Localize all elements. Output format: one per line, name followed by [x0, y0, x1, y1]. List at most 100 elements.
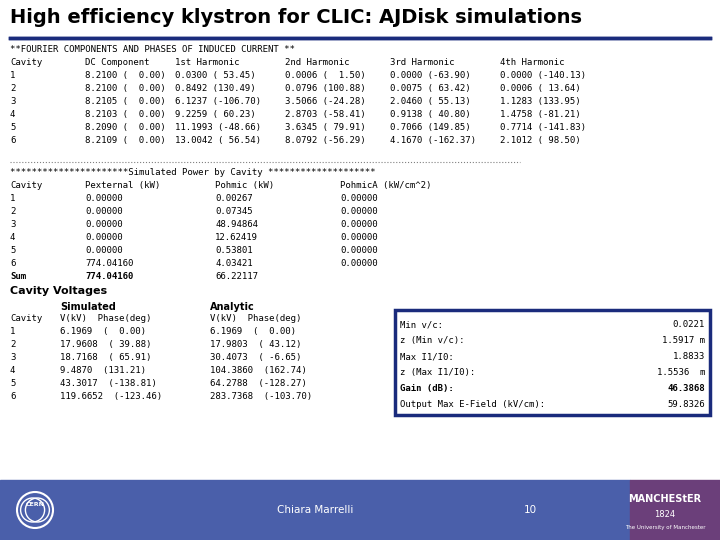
Bar: [395, 310, 710, 415]
Text: 0.0300 ( 53.45): 0.0300 ( 53.45): [175, 71, 256, 80]
Text: z (Max I1/I0):: z (Max I1/I0):: [400, 368, 475, 377]
Text: 4: 4: [10, 366, 15, 375]
Text: 283.7368  (-103.70): 283.7368 (-103.70): [210, 392, 312, 401]
Text: 3.5066 (-24.28): 3.5066 (-24.28): [285, 97, 366, 106]
Text: Cavity: Cavity: [10, 58, 42, 67]
Text: 3.6345 ( 79.91): 3.6345 ( 79.91): [285, 123, 366, 132]
Text: 8.2109 (  0.00): 8.2109 ( 0.00): [85, 136, 166, 145]
Text: 2.8703 (-58.41): 2.8703 (-58.41): [285, 110, 366, 119]
Text: Analytic: Analytic: [210, 302, 255, 312]
Text: 0.07345: 0.07345: [215, 207, 253, 216]
Text: 0.53801: 0.53801: [215, 246, 253, 255]
Text: PohmicA (kW/cm^2): PohmicA (kW/cm^2): [340, 181, 431, 190]
Text: 4th Harmonic: 4th Harmonic: [500, 58, 564, 67]
Text: 1.8833: 1.8833: [672, 352, 705, 361]
Text: 4.1670 (-162.37): 4.1670 (-162.37): [390, 136, 476, 145]
Text: 0.00000: 0.00000: [85, 246, 122, 255]
Text: 5: 5: [10, 123, 15, 132]
Text: 2nd Harmonic: 2nd Harmonic: [285, 58, 349, 67]
Text: 18.7168  ( 65.91): 18.7168 ( 65.91): [60, 353, 151, 362]
Text: 17.9803  ( 43.12): 17.9803 ( 43.12): [210, 340, 302, 349]
Text: 1.5917 m: 1.5917 m: [662, 336, 705, 345]
Text: 30.4073  ( -6.65): 30.4073 ( -6.65): [210, 353, 302, 362]
Bar: [0, 480, 630, 540]
Text: 2: 2: [10, 207, 15, 216]
Text: 46.3868: 46.3868: [667, 384, 705, 393]
Text: 9.4870  (131.21): 9.4870 (131.21): [60, 366, 146, 375]
Text: High efficiency klystron for CLIC: AJDisk simulations: High efficiency klystron for CLIC: AJDis…: [10, 8, 582, 27]
Text: 0.0006 ( 13.64): 0.0006 ( 13.64): [500, 84, 580, 93]
Text: 2: 2: [10, 340, 15, 349]
Text: 2: 2: [10, 84, 15, 93]
Text: 4: 4: [10, 233, 15, 242]
Text: 0.00000: 0.00000: [340, 259, 377, 268]
Text: 6: 6: [10, 259, 15, 268]
Text: 0.00000: 0.00000: [340, 220, 377, 229]
Text: DC Component: DC Component: [85, 58, 150, 67]
Bar: [630, 480, 720, 540]
Text: 0.0000 (-63.90): 0.0000 (-63.90): [390, 71, 471, 80]
Text: 48.94864: 48.94864: [215, 220, 258, 229]
Text: Cavity: Cavity: [10, 314, 42, 323]
Text: Chiara Marrelli: Chiara Marrelli: [276, 505, 354, 515]
Text: Output Max E-Field (kV/cm):: Output Max E-Field (kV/cm):: [400, 400, 545, 409]
Text: 0.0221: 0.0221: [672, 320, 705, 329]
Text: Max I1/I0:: Max I1/I0:: [400, 352, 454, 361]
Text: 6.1969  (  0.00): 6.1969 ( 0.00): [60, 327, 146, 336]
Text: 774.04160: 774.04160: [85, 259, 133, 268]
Text: **FOURIER COMPONENTS AND PHASES OF INDUCED CURRENT **: **FOURIER COMPONENTS AND PHASES OF INDUC…: [10, 45, 295, 54]
Text: 119.6652  (-123.46): 119.6652 (-123.46): [60, 392, 162, 401]
Text: 8.2105 (  0.00): 8.2105 ( 0.00): [85, 97, 166, 106]
Text: 0.00000: 0.00000: [340, 207, 377, 216]
Text: 1.4758 (-81.21): 1.4758 (-81.21): [500, 110, 580, 119]
Text: MANCHEStER: MANCHEStER: [629, 494, 701, 504]
Text: 1: 1: [10, 327, 15, 336]
Text: Cavity Voltages: Cavity Voltages: [10, 286, 107, 296]
Text: 64.2788  (-128.27): 64.2788 (-128.27): [210, 379, 307, 388]
Text: 13.0042 ( 56.54): 13.0042 ( 56.54): [175, 136, 261, 145]
Text: 0.0000 (-140.13): 0.0000 (-140.13): [500, 71, 586, 80]
Text: 1.1283 (133.95): 1.1283 (133.95): [500, 97, 580, 106]
Text: The University of Manchester: The University of Manchester: [625, 525, 706, 530]
Text: 4.03421: 4.03421: [215, 259, 253, 268]
Text: 8.0792 (-56.29): 8.0792 (-56.29): [285, 136, 366, 145]
Text: 6: 6: [10, 136, 15, 145]
Text: 11.1993 (-48.66): 11.1993 (-48.66): [175, 123, 261, 132]
Text: 3rd Harmonic: 3rd Harmonic: [390, 58, 454, 67]
Text: 1: 1: [10, 71, 15, 80]
Text: 43.3017  (-138.81): 43.3017 (-138.81): [60, 379, 157, 388]
Text: 0.00000: 0.00000: [85, 207, 122, 216]
Text: 8.2100 (  0.00): 8.2100 ( 0.00): [85, 84, 166, 93]
Text: 6.1237 (-106.70): 6.1237 (-106.70): [175, 97, 261, 106]
Text: 0.00000: 0.00000: [85, 220, 122, 229]
Text: 0.7714 (-141.83): 0.7714 (-141.83): [500, 123, 586, 132]
Text: 0.0075 ( 63.42): 0.0075 ( 63.42): [390, 84, 471, 93]
Text: 0.00000: 0.00000: [340, 194, 377, 203]
Text: 774.04160: 774.04160: [85, 272, 133, 281]
Text: 0.00000: 0.00000: [340, 233, 377, 242]
Text: 8.2100 (  0.00): 8.2100 ( 0.00): [85, 71, 166, 80]
Text: 1: 1: [10, 194, 15, 203]
Text: 3: 3: [10, 353, 15, 362]
Text: 0.00000: 0.00000: [340, 246, 377, 255]
Text: 0.7066 (149.85): 0.7066 (149.85): [390, 123, 471, 132]
Text: Min v/c:: Min v/c:: [400, 320, 443, 329]
Text: Simulated: Simulated: [60, 302, 116, 312]
Text: 3: 3: [10, 220, 15, 229]
Text: 59.8326: 59.8326: [667, 400, 705, 409]
Text: 0.00267: 0.00267: [215, 194, 253, 203]
Text: Pexternal (kW): Pexternal (kW): [85, 181, 161, 190]
Text: 0.0796 (100.88): 0.0796 (100.88): [285, 84, 366, 93]
Text: z (Min v/c):: z (Min v/c):: [400, 336, 464, 345]
Text: 1st Harmonic: 1st Harmonic: [175, 58, 240, 67]
Text: **********************Simulated Power by Cavity ********************: **********************Simulated Power by…: [10, 168, 376, 177]
Text: 5: 5: [10, 246, 15, 255]
Text: 17.9608  ( 39.88): 17.9608 ( 39.88): [60, 340, 151, 349]
Text: 6: 6: [10, 392, 15, 401]
Text: V(kV)  Phase(deg): V(kV) Phase(deg): [60, 314, 151, 323]
Text: 12.62419: 12.62419: [215, 233, 258, 242]
Text: Gain (dB):: Gain (dB):: [400, 384, 454, 393]
Text: 2.0460 ( 55.13): 2.0460 ( 55.13): [390, 97, 471, 106]
Text: 5: 5: [10, 379, 15, 388]
Text: 1.5536  m: 1.5536 m: [657, 368, 705, 377]
